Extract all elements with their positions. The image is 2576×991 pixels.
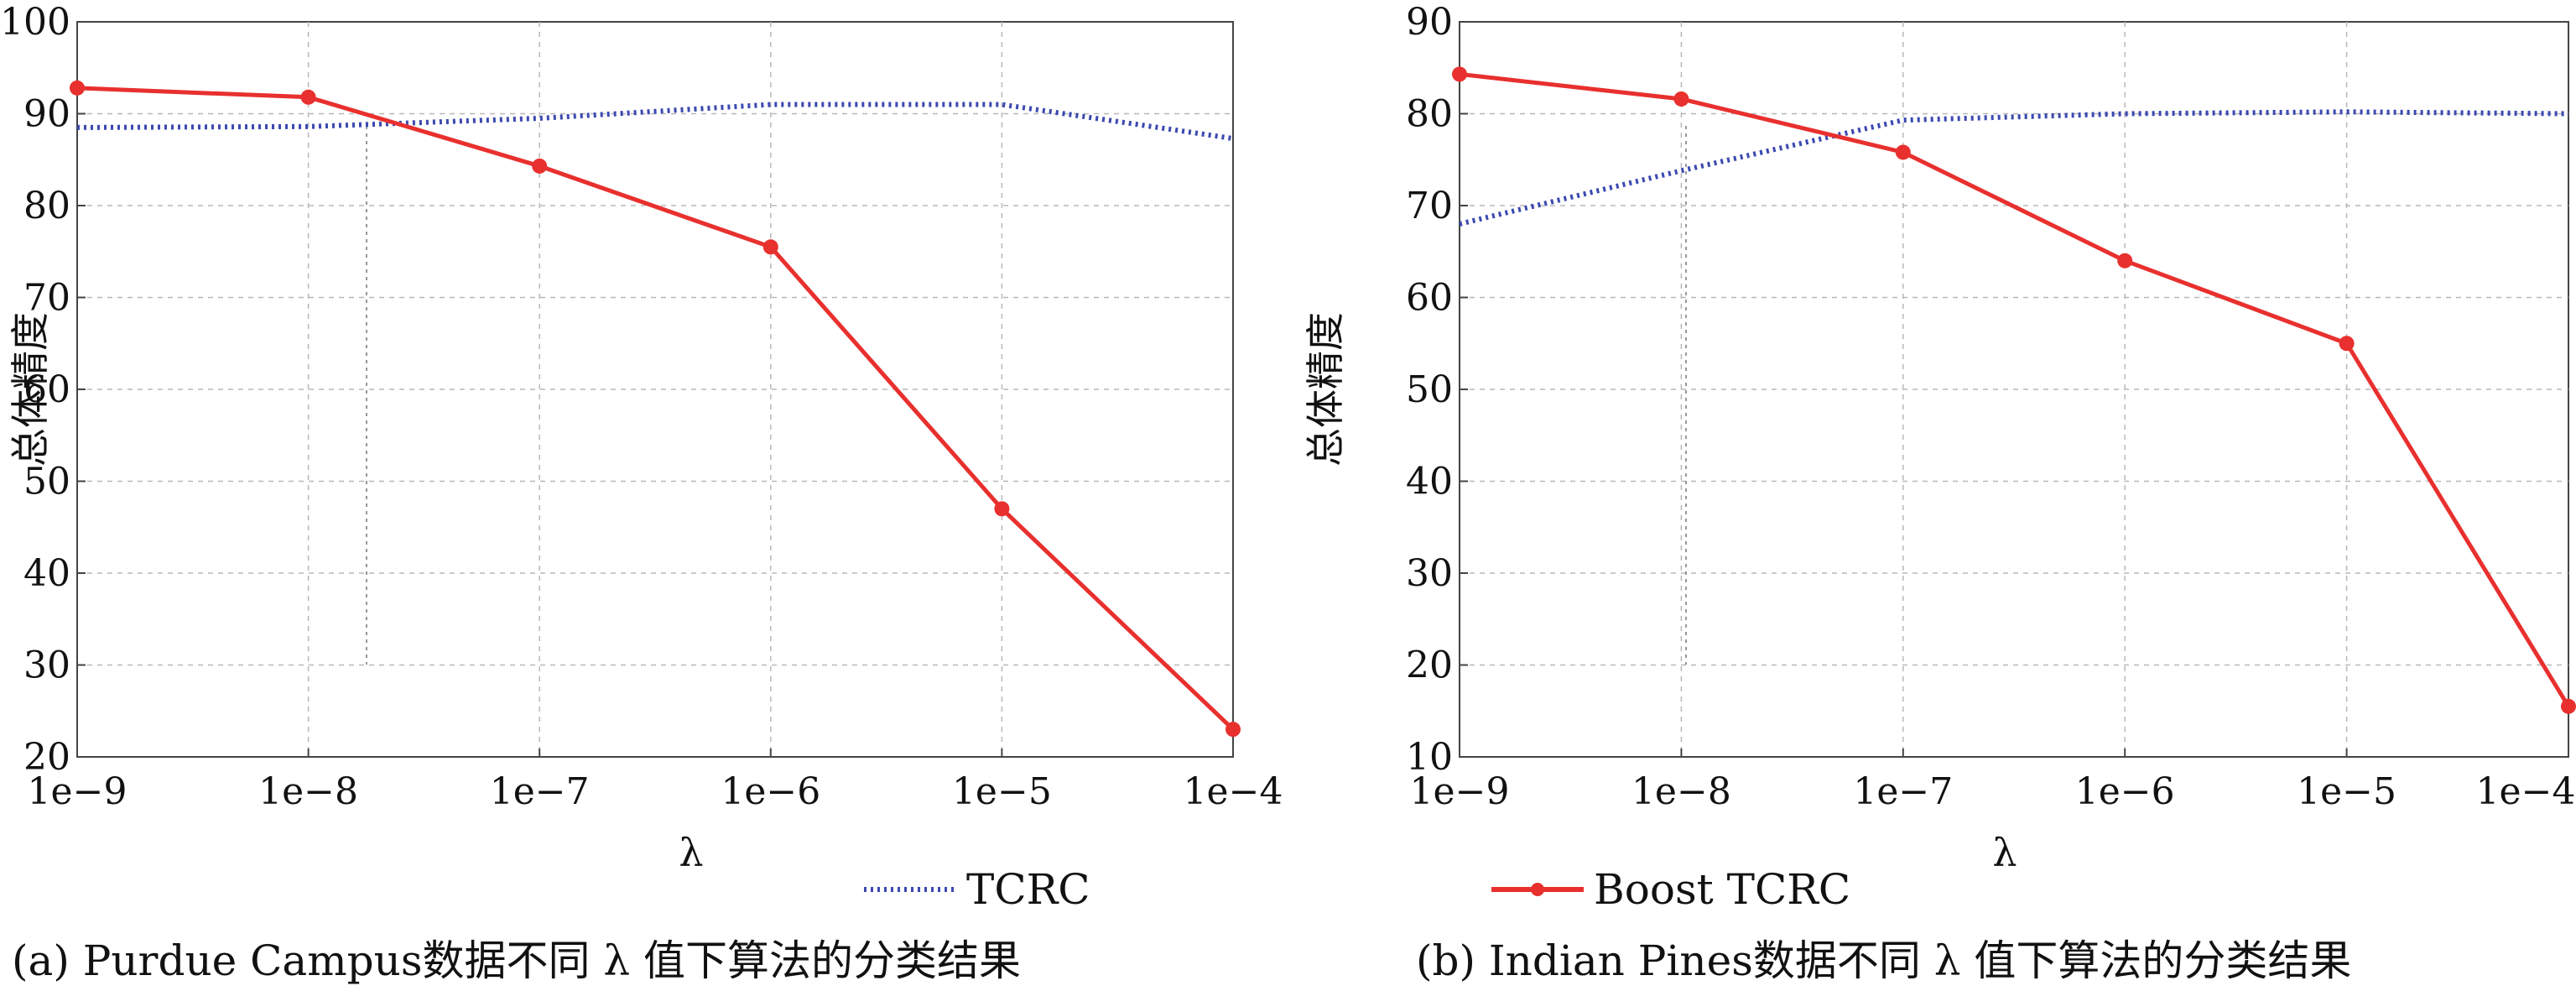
y-tick-label-b: 10	[1406, 736, 1453, 779]
y-tick-label-a: 40	[23, 552, 70, 595]
x-tick-label-b: 1e−6	[2075, 770, 2175, 813]
chart-panel-a: 20 30 40 50 60 70 80 90 100 1e−9 1e−8 1e−7 1e−6 1e−5 1…	[0, 1, 1283, 875]
caption-a: (a) Purdue Campus数据不同 λ 值下算法的分类结果	[12, 936, 1021, 985]
x-tick-label-b: 1e−7	[1853, 770, 1953, 813]
legend-b-boost-marker	[1531, 883, 1544, 896]
x-tick-label-a: 1e−4	[1184, 770, 1283, 813]
data-point-boost-tcrc-b	[1452, 66, 1467, 82]
series-line-boost-tcrc-a	[76, 86, 1235, 731]
y-tick-label-b: 70	[1406, 185, 1453, 227]
data-point-boost-tcrc-a	[762, 239, 778, 255]
x-tick-label-a: 1e−7	[490, 770, 590, 813]
x-tick-label-b: 1e−5	[2297, 770, 2396, 813]
y-tick-label-b: 50	[1406, 368, 1453, 411]
x-tick-label-b: 1e−4	[2476, 770, 2576, 813]
x-axis-title-b: λ	[1992, 830, 2017, 875]
chart-panel-b: 10 20 30 40 50 60 70 80 90 1e−9 1e−8 1e−7 1e−6 1e−5 1e…	[1303, 1, 2576, 875]
caption-b: (b) Indian Pines数据不同 λ 值下算法的分类结果	[1416, 936, 2351, 985]
x-tick-label-a: 1e−8	[258, 770, 358, 813]
y-tick-label-b: 40	[1406, 461, 1453, 503]
series-line-tcrc-a	[76, 102, 1234, 142]
x-tick-label-a: 1e−9	[28, 770, 127, 813]
y-axis-title-a: 总体精度	[8, 312, 53, 467]
data-point-boost-tcrc-b	[2117, 253, 2133, 269]
y-tick-label-b: 90	[1406, 1, 1453, 44]
y-tick-label-b: 20	[1406, 644, 1453, 687]
y-tick-label-a: 70	[23, 277, 70, 320]
x-tick-label-a: 1e−6	[721, 770, 820, 813]
y-tick-label-a: 60	[23, 368, 70, 411]
y-tick-label-a: 50	[23, 461, 70, 503]
data-point-boost-tcrc-a	[70, 80, 85, 96]
data-point-boost-tcrc-b	[2561, 698, 2576, 714]
legend-b-boost-label: Boost TCRC	[1594, 865, 1850, 914]
y-tick-label-b: 30	[1406, 552, 1453, 595]
data-point-boost-tcrc-a	[1226, 722, 1241, 738]
y-axis-title-b: 总体精度	[1303, 312, 1348, 467]
x-tick-label-a: 1e−5	[952, 770, 1052, 813]
data-point-boost-tcrc-b	[1895, 144, 1911, 160]
legend-a: TCRC	[864, 865, 1090, 914]
series-line-boost-tcrc-b	[1459, 71, 2571, 708]
y-tick-label-a: 20	[23, 736, 70, 779]
series-line-tcrc-b	[1459, 109, 2569, 227]
y-tick-label-b: 80	[1406, 93, 1453, 136]
data-point-boost-tcrc-b	[1673, 91, 1689, 107]
x-axis-title-a: λ	[679, 830, 703, 875]
y-tick-label-a: 100	[0, 1, 70, 44]
y-tick-label-a: 90	[23, 93, 70, 136]
x-tick-label-b: 1e−8	[1631, 770, 1731, 813]
y-tick-label-a: 30	[23, 644, 70, 687]
y-tick-label-b: 60	[1406, 277, 1453, 320]
x-tick-label-b: 1e−9	[1410, 770, 1510, 813]
data-point-boost-tcrc-a	[994, 501, 1010, 517]
data-point-boost-tcrc-a	[532, 158, 548, 174]
legend-b: Boost TCRC	[1491, 865, 1850, 914]
data-point-boost-tcrc-a	[300, 89, 316, 105]
legend-a-tcrc-label: TCRC	[966, 865, 1090, 914]
data-point-boost-tcrc-b	[2339, 336, 2355, 352]
y-tick-label-a: 80	[23, 185, 70, 227]
